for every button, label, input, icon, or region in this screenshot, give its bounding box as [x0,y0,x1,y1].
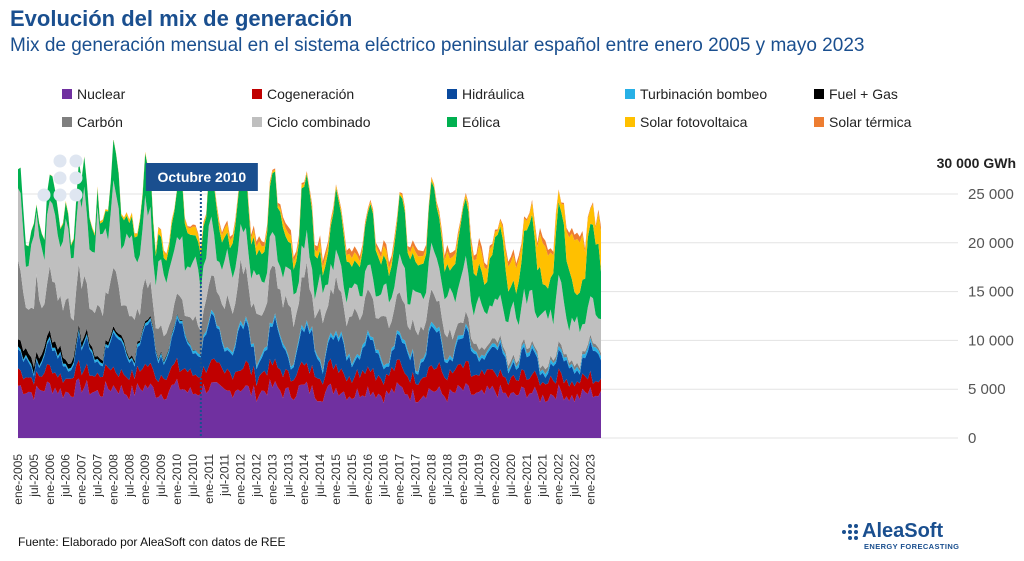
x-tick-label: ene-2005 [11,454,25,505]
area-eolica [18,140,601,333]
legend-swatch [814,89,824,99]
x-tick-label: jul-2008 [122,454,136,498]
y-tick-label: 15 000 [968,284,1014,301]
legend-item-nuclear: Nuclear [62,86,125,102]
x-tick-label: ene-2018 [424,454,438,505]
x-tick-label: jul-2021 [536,454,550,498]
y-tick-label: 5 000 [968,381,1006,398]
legend-item-eolica: Eólica [447,114,500,130]
x-tick-label: ene-2017 [393,454,407,505]
logo-tagline: ENERGY FORECASTING [864,542,960,551]
y-tick-label: 20 000 [968,235,1014,252]
x-tick-label: jul-2019 [472,454,486,498]
legend-label: Fuel + Gas [829,86,898,102]
watermark-dot-icon [53,154,67,168]
x-tick-label: ene-2013 [265,454,279,505]
x-tick-label: ene-2011 [202,454,216,504]
legend-label: Eólica [462,114,501,130]
x-tick-label: jul-2009 [154,454,168,498]
legend-swatch [814,117,824,127]
legend-label: Cogeneración [267,86,355,102]
area-hidraulica [18,313,601,387]
area-turbinacion-bombeo [18,309,601,378]
y-tick-label: 0 [968,430,976,447]
x-tick-label: jul-2014 [313,454,327,498]
legend-swatch [625,89,635,99]
legend-item-cogeneracion: Cogeneración [252,86,354,102]
watermark-dot-icon [53,188,67,202]
legend-label: Solar térmica [829,114,912,130]
legend-swatch [62,117,72,127]
legend-item-solar-termica: Solar térmica [814,114,911,130]
x-tick-label: ene-2007 [75,454,89,505]
chart-subtitle: Mix de generación mensual en el sistema … [10,35,865,56]
legend-swatch [252,89,262,99]
chart-title: Evolución del mix de generación [10,6,353,31]
legend-label: Turbinación bombeo [640,86,768,102]
legend-item-turbinacion-bombeo: Turbinación bombeo [625,86,767,102]
annotation-label: Octubre 2010 [157,169,246,185]
annotation-box [145,163,258,191]
x-tick-label: ene-2009 [138,454,152,505]
x-tick-label: ene-2019 [456,454,470,505]
legend-swatch [447,89,457,99]
legend-item-carbon: Carbón [62,114,123,130]
x-tick-label: ene-2014 [297,454,311,505]
x-tick-label: jul-2007 [91,454,105,498]
x-tick-label: ene-2010 [170,454,184,505]
x-tick-label: ene-2008 [106,454,120,505]
area-solar-fotovoltaica [18,140,601,296]
area-cogeneracion [18,357,601,403]
x-tick-label: jul-2016 [377,454,391,498]
watermark-dot-icon [69,171,83,185]
aleasoft-logo: AleaSoft ENERGY FORECASTING [842,520,992,554]
x-tick-label: ene-2012 [234,454,248,505]
watermark-dot-icon [53,171,67,185]
y-tick-label: 25 000 [968,186,1014,203]
legend-swatch [62,89,72,99]
legend-label: Solar fotovoltaica [640,114,748,130]
legend-item-ciclo-combinado: Ciclo combinado [252,114,371,130]
legend-item-solar-fotovoltaica: Solar fotovoltaica [625,114,747,130]
y-tick-label: 10 000 [968,332,1014,349]
x-tick-label: ene-2021 [520,454,534,505]
x-tick-label: jul-2005 [27,454,41,498]
x-tick-label: ene-2015 [329,454,343,505]
watermark-dot-icon [69,188,83,202]
x-tick-label: jul-2022 [568,454,582,498]
legend-label: Ciclo combinado [267,114,371,130]
logo-name: AleaSoft [862,520,944,542]
x-tick-label: jul-2006 [59,454,73,498]
watermark-dot-icon [69,154,83,168]
x-tick-label: jul-2010 [186,454,200,498]
x-tick-label: ene-2020 [488,454,502,505]
area-ciclo-combinado [18,180,601,370]
x-tick-label: jul-2017 [409,454,423,498]
legend-swatch [447,117,457,127]
area-nuclear [18,378,601,438]
watermark-dot-icon [37,188,51,202]
x-tick-label: jul-2020 [504,454,518,498]
x-tick-label: ene-2023 [583,454,597,505]
x-tick-label: ene-2022 [552,454,566,505]
stacked-area-chart: 0 5 000 10 000 15 000 20 000 25 000 30 000 GWh… [11,140,1016,505]
x-tick-label: jul-2012 [250,454,264,498]
x-tick-label: ene-2006 [43,454,57,505]
legend-label: Nuclear [77,86,126,102]
legend-item-hidraulica: Hidráulica [447,86,524,102]
legend-swatch [252,117,262,127]
legend-swatch [625,117,635,127]
x-tick-label: jul-2018 [440,454,454,498]
legend-item-fuel-gas: Fuel + Gas [814,86,898,102]
legend-label: Hidráulica [462,86,525,102]
legend-label: Carbón [77,114,123,130]
area-carbon [18,259,601,375]
logo-dots-icon [842,523,860,541]
y-unit-label: 30 000 GWh [937,155,1016,171]
x-tick-label: jul-2011 [218,454,232,497]
x-tick-label: ene-2016 [361,454,375,505]
source-note: Fuente: Elaborado por AleaSoft con datos… [18,535,286,549]
x-tick-label: jul-2015 [345,454,359,498]
x-tick-label: jul-2013 [281,454,295,498]
